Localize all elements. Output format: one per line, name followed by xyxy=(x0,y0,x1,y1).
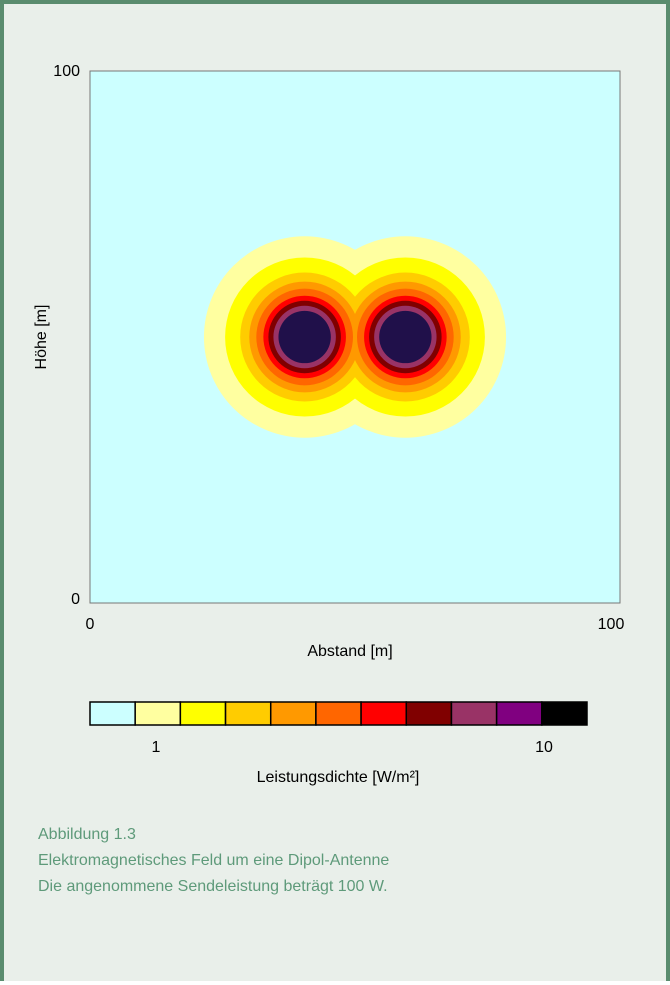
y-tick-bottom: 0 xyxy=(71,591,80,608)
chart-canvas: 100 0 0 100 Abstand [m] Höhe [m] 1 10 Le… xyxy=(33,63,625,786)
x-axis-label: Abstand [m] xyxy=(307,643,392,660)
caption-note: Die angenommene Sendeleistung beträgt 10… xyxy=(38,878,388,895)
colorbar xyxy=(89,701,588,726)
field-layer xyxy=(203,236,507,438)
colorbar-label: Leistungsdichte [W/m²] xyxy=(257,769,420,786)
colorbar-segment-4 xyxy=(269,701,317,726)
colorbar-segment-8 xyxy=(450,701,498,726)
x-tick-left: 0 xyxy=(86,616,95,633)
x-tick-right: 100 xyxy=(598,616,625,633)
figure-caption: Abbildung 1.3 Elektromagnetisches Feld u… xyxy=(38,822,389,900)
colorbar-segment-5 xyxy=(315,701,362,726)
caption-title: Elektromagnetisches Feld um eine Dipol-A… xyxy=(38,852,390,869)
colorbar-segment-0 xyxy=(89,701,136,726)
colorbar-segment-2 xyxy=(179,701,227,726)
caption-figure-number: Abbildung 1.3 xyxy=(38,826,136,843)
colorbar-tick-1: 1 xyxy=(152,739,161,756)
colorbar-tick-10: 10 xyxy=(535,739,553,756)
colorbar-segment-3 xyxy=(224,701,272,726)
colorbar-segment-1 xyxy=(134,701,182,726)
y-tick-top: 100 xyxy=(53,63,80,80)
colorbar-segment-6 xyxy=(360,701,408,726)
field-ring-8-lobe-1 xyxy=(379,310,432,364)
colorbar-segment-9 xyxy=(495,701,543,726)
field-ring-8-lobe-0 xyxy=(278,310,331,364)
y-axis-label: Höhe [m] xyxy=(33,305,50,370)
colorbar-segment-7 xyxy=(405,701,453,726)
colorbar-segment-10 xyxy=(541,701,588,726)
